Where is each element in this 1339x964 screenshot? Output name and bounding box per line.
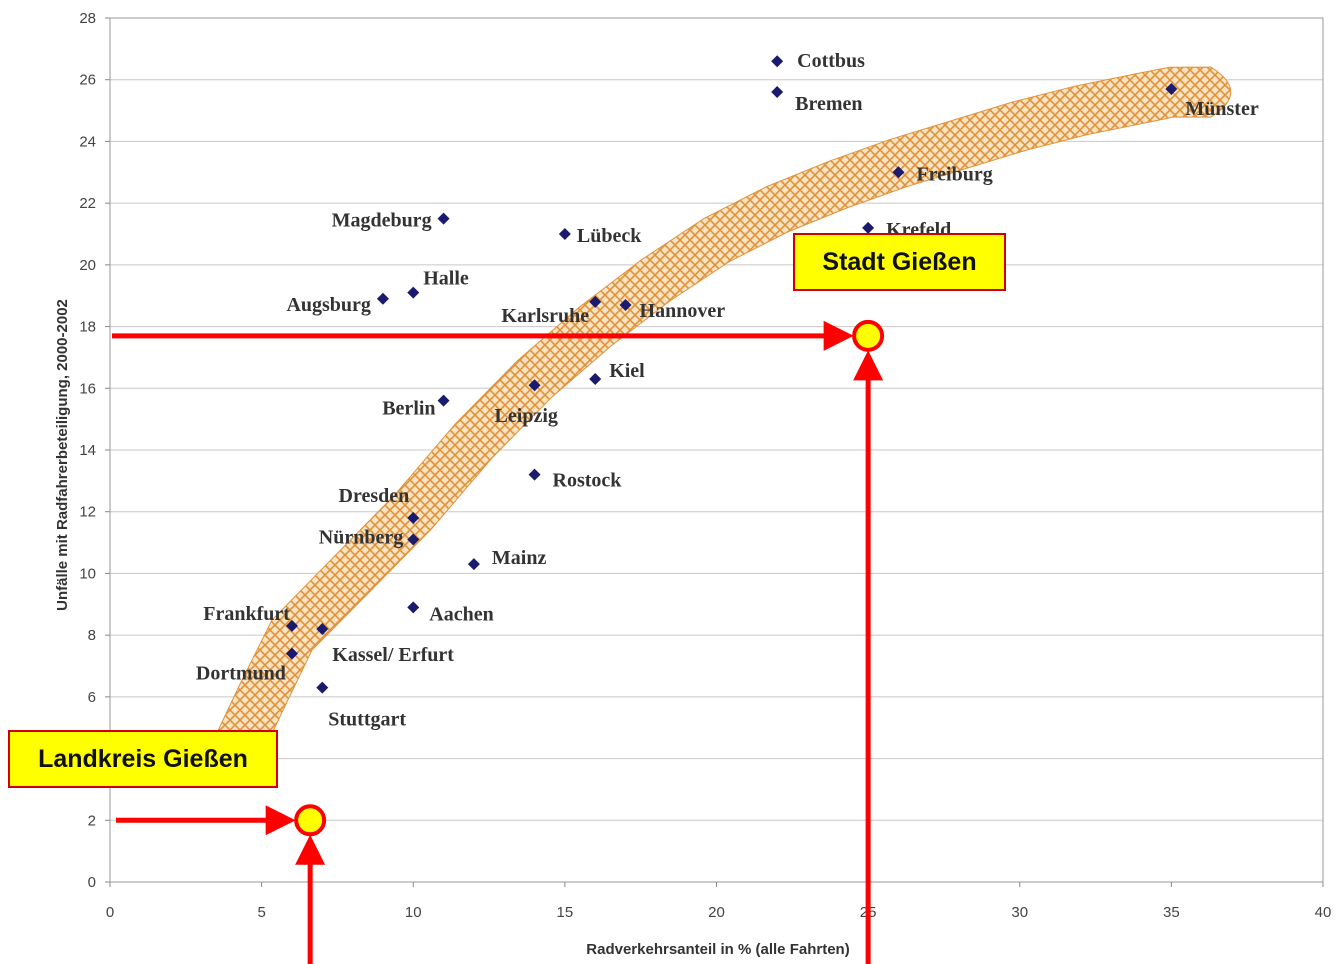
y-tick-label: 12 (79, 504, 96, 521)
point-label: Hannover (640, 300, 726, 322)
landkreis-giessen-callout: Landkreis Gießen (8, 730, 278, 788)
point-label: Stuttgart (328, 709, 406, 731)
data-point-marker (407, 511, 420, 524)
data-point-marker (771, 55, 784, 68)
data-point-marker (316, 681, 329, 694)
y-tick-label: 24 (79, 133, 96, 150)
data-point-marker (771, 86, 784, 99)
y-tick-label: 6 (88, 689, 96, 706)
y-tick-label: 18 (79, 319, 96, 336)
point-label: Mainz (492, 547, 547, 569)
data-point-marker (285, 647, 298, 660)
point-label: Frankfurt (203, 603, 290, 625)
data-point-marker (316, 622, 329, 635)
data-point-marker (589, 373, 602, 386)
point-label: Magdeburg (332, 210, 432, 232)
point-label: Halle (423, 268, 469, 290)
point-label: Aachen (429, 603, 493, 625)
stadt-giessen-callout: Stadt Gießen (793, 233, 1006, 291)
x-tick-label: 40 (1315, 904, 1332, 921)
point-label: Kassel/ Erfurt (332, 644, 454, 666)
x-tick-label: 5 (257, 904, 265, 921)
data-point-marker (528, 379, 541, 392)
point-label: Karlsruhe (501, 305, 589, 327)
data-point-marker (285, 619, 298, 632)
point-label: Kiel (609, 360, 645, 382)
point-label: Nürnberg (319, 526, 403, 548)
y-tick-label: 22 (79, 195, 96, 212)
data-point-marker (376, 292, 389, 305)
trend-band (201, 66, 1232, 786)
y-tick-label: 26 (79, 72, 96, 89)
y-tick-label: 8 (88, 627, 96, 644)
y-tick-label: 28 (79, 10, 96, 27)
data-point-marker (407, 601, 420, 614)
data-point-marker (619, 298, 632, 311)
x-tick-label: 15 (557, 904, 574, 921)
data-point-marker (862, 221, 875, 234)
data-point-marker (407, 533, 420, 546)
stadt-giessen-marker (852, 319, 885, 352)
x-tick-label: 35 (1163, 904, 1180, 921)
axes: 0246810121416182022242628051015202530354… (79, 10, 1331, 921)
y-axis-title: Unfälle mit Radfahrerbeteiligung, 2000-2… (54, 299, 71, 611)
data-point-marker (407, 286, 420, 299)
data-point-marker (467, 558, 480, 571)
data-point-marker (589, 295, 602, 308)
point-label: Rostock (553, 470, 623, 492)
point-label: Dresden (339, 485, 410, 507)
y-tick-label: 10 (79, 565, 96, 582)
y-tick-label: 16 (79, 380, 96, 397)
x-tick-label: 30 (1011, 904, 1028, 921)
point-label: Lübeck (577, 225, 642, 247)
point-label: Cottbus (797, 50, 865, 72)
data-point-marker (1165, 82, 1178, 95)
y-tick-label: 14 (79, 442, 96, 459)
point-label: Freiburg (916, 163, 992, 185)
x-tick-label: 0 (106, 904, 114, 921)
plot-frame (109, 17, 1324, 883)
data-point-marker (437, 394, 450, 407)
point-label: Berlin (382, 398, 435, 420)
point-label: Münster (1185, 98, 1258, 120)
x-tick-label: 10 (405, 904, 422, 921)
landkreis-giessen-marker (294, 804, 327, 837)
y-tick-label: 0 (88, 874, 96, 891)
point-label: Augsburg (286, 294, 370, 316)
data-point-marker (892, 166, 905, 179)
data-point-marker (528, 468, 541, 481)
data-point-marker (558, 228, 571, 240)
x-tick-label: 20 (708, 904, 725, 921)
x-axis-title: Radverkehrsanteil in % (alle Fahrten) (586, 941, 849, 958)
y-tick-label: 20 (79, 257, 96, 274)
point-label: Leipzig (495, 405, 558, 427)
highlights (112, 319, 885, 964)
gridlines (110, 17, 1323, 821)
point-label: Bremen (795, 93, 862, 115)
y-tick-label: 2 (88, 812, 96, 829)
data-point-marker (437, 212, 450, 225)
point-label: Dortmund (196, 663, 286, 685)
